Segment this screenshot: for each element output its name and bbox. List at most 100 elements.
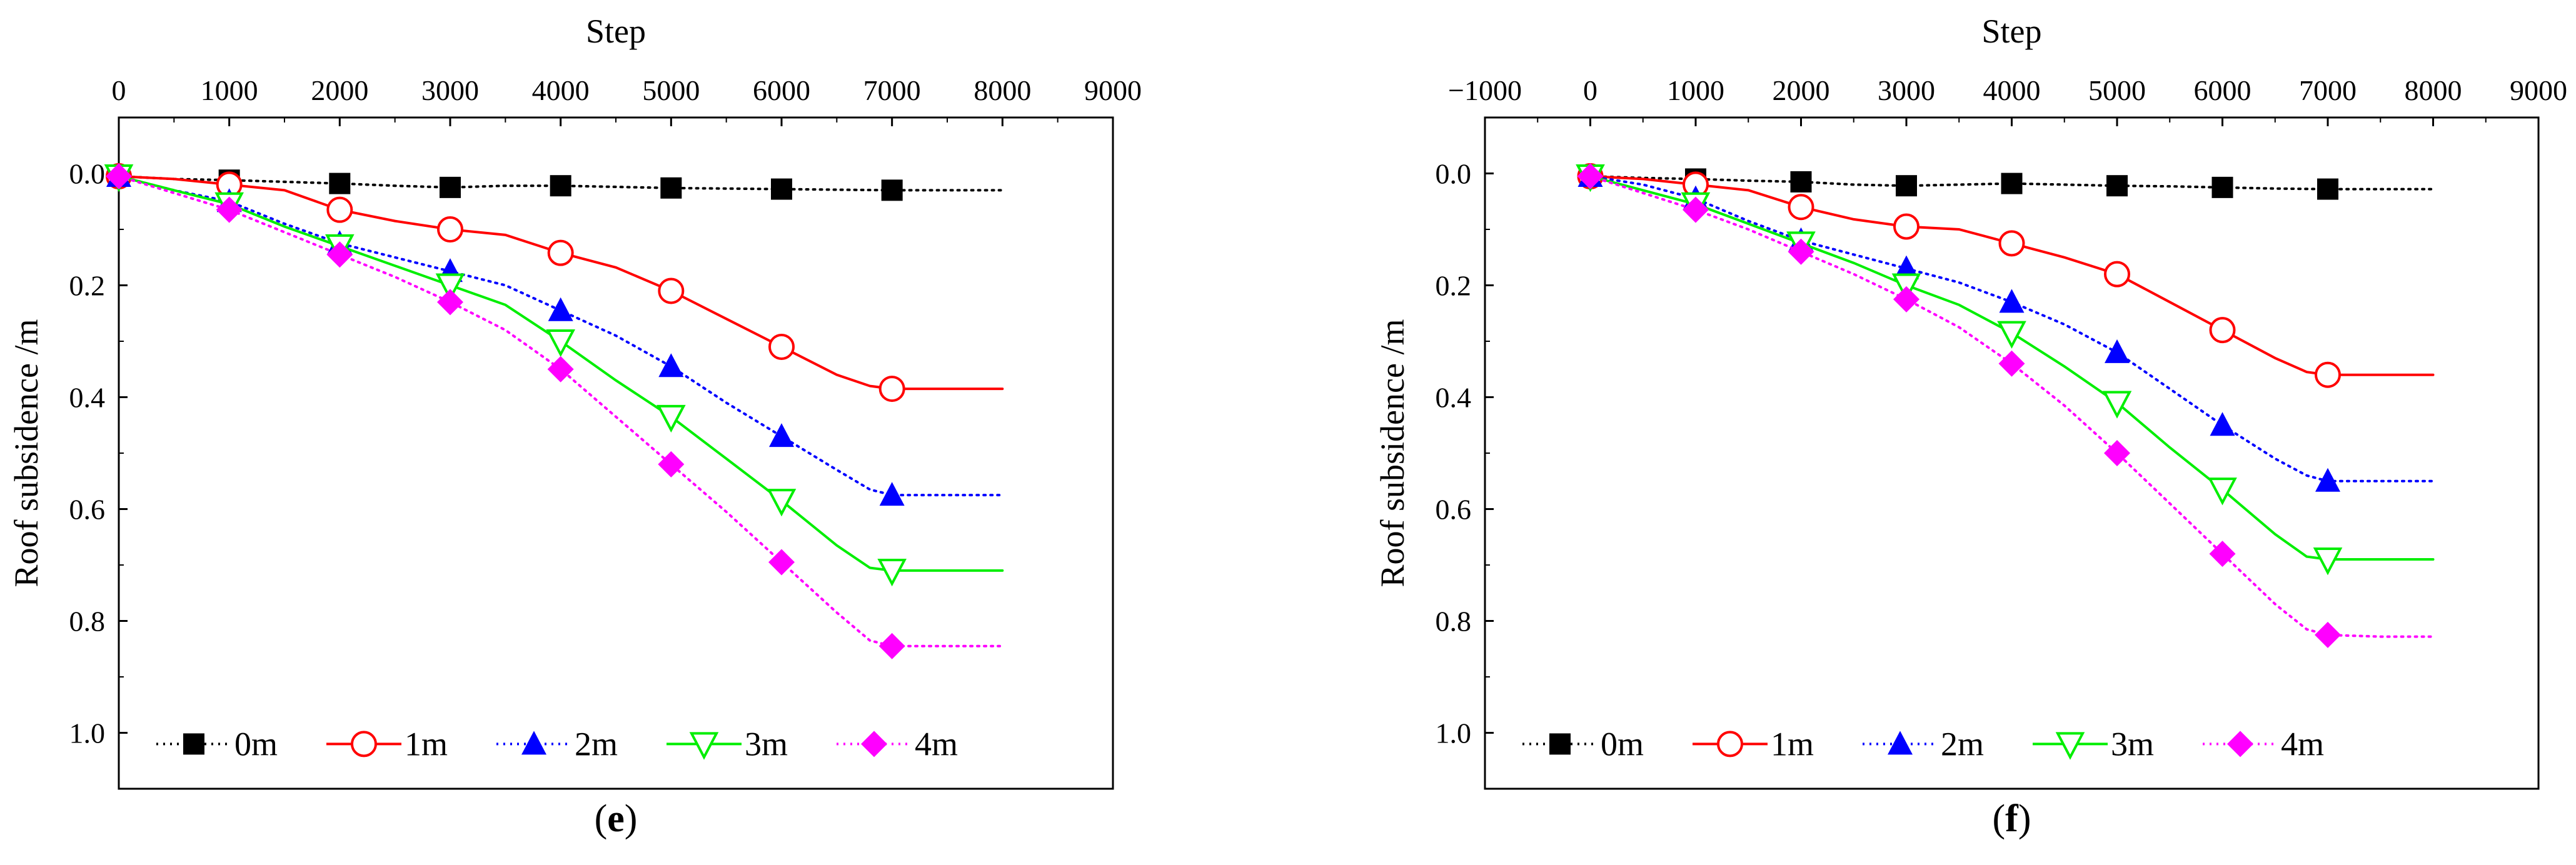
- data-point-0m: [2106, 175, 2128, 197]
- data-point-3m: [546, 329, 575, 358]
- x-axis-title: Step: [586, 12, 646, 50]
- data-point-4m: [106, 162, 132, 189]
- data-point-0m: [1790, 171, 1812, 192]
- data-point-0m: [1896, 175, 1917, 197]
- series-line-4m: [1589, 175, 2435, 638]
- y-tick-label: 1.0: [1436, 718, 1472, 749]
- data-point-2m: [1999, 289, 2025, 313]
- data-point-1m: [1893, 213, 1919, 240]
- data-point-1m: [768, 333, 795, 360]
- data-point-4m: [2104, 440, 2130, 466]
- data-point-4m: [1683, 196, 1709, 223]
- y-tick-label: 0.4: [1436, 382, 1472, 414]
- legend-marker: [2055, 732, 2085, 760]
- legend-label: 2m: [1941, 725, 1984, 762]
- chart-panel-f: Step −1000 0 1000 2000 3000 4000 5000 6000 7000 80…: [1374, 12, 2567, 840]
- legend: 0m 1m 2m 3m 4m: [156, 725, 958, 762]
- legend-marker: [351, 731, 377, 758]
- data-point-1m: [658, 278, 685, 304]
- series-line-1m: [118, 175, 1004, 391]
- data-point-2m: [658, 353, 684, 378]
- y-tick-label: 0.8: [1436, 606, 1472, 638]
- y-axis-title: Roof subsidence /m: [1374, 319, 1411, 588]
- data-point-3m: [877, 558, 907, 587]
- data-point-3m: [2313, 548, 2343, 576]
- legend-item-3m: 3m: [2033, 725, 2154, 762]
- legend-marker: [183, 733, 204, 755]
- x-tick-label: 2000: [311, 74, 368, 106]
- legend-label: 0m: [1601, 725, 1644, 762]
- data-point-1m: [2104, 261, 2130, 288]
- x-tick-label: 0: [1583, 74, 1597, 106]
- legend-item-0m: 0m: [1522, 725, 1644, 762]
- data-point-4m: [878, 632, 905, 659]
- series-4m: [1577, 162, 2435, 648]
- x-tick-label: 3000: [421, 74, 479, 106]
- data-point-1m: [1788, 194, 1814, 221]
- x-tick-label: 6000: [753, 74, 810, 106]
- data-point-2m: [548, 297, 573, 321]
- data-point-3m: [2208, 478, 2237, 506]
- y-tick-label: 0.0: [1436, 158, 1472, 190]
- legend-marker: [521, 731, 546, 755]
- data-point-1m: [2209, 317, 2236, 344]
- legend-item-0m: 0m: [156, 725, 278, 762]
- legend-item-3m: 3m: [667, 725, 788, 762]
- data-point-4m: [658, 451, 685, 478]
- legend-marker: [1549, 733, 1571, 755]
- x-tick-label: 9000: [2510, 74, 2567, 106]
- y-tick-label: 1.0: [69, 718, 106, 749]
- data-point-4m: [1893, 286, 1919, 312]
- y-tick-label: 0.2: [69, 270, 106, 302]
- legend-label: 1m: [1771, 725, 1814, 762]
- x-tick-label: 7000: [863, 74, 921, 106]
- y-tick-label: 0.6: [69, 494, 106, 526]
- series-4m: [106, 162, 1004, 659]
- legend-item-1m: 1m: [1693, 725, 1814, 762]
- legend-marker: [1717, 731, 1743, 758]
- plot-frame: [1484, 116, 2540, 790]
- data-point-4m: [326, 241, 353, 268]
- data-point-0m: [550, 175, 571, 197]
- series-1m: [1577, 162, 2435, 388]
- legend-item-4m: 4m: [837, 725, 958, 762]
- x-tick-label: 6000: [2194, 74, 2251, 106]
- x-tick-label: 2000: [1773, 74, 1830, 106]
- series-line-3m: [1589, 175, 2435, 561]
- x-tick-label: 7000: [2299, 74, 2357, 106]
- legend-marker: [861, 731, 887, 758]
- data-point-4m: [768, 549, 795, 576]
- x-tick-label: 4000: [1983, 74, 2041, 106]
- x-tick-label: 3000: [1878, 74, 1935, 106]
- data-point-3m: [435, 273, 465, 301]
- data-point-0m: [440, 176, 461, 198]
- legend-label: 3m: [745, 725, 788, 762]
- data-point-2m: [2210, 412, 2235, 436]
- legend-item-2m: 2m: [496, 725, 618, 762]
- y-tick-label: 0.4: [69, 382, 106, 414]
- data-point-3m: [767, 489, 797, 517]
- y-tick-label: 0.8: [69, 606, 106, 638]
- x-tick-label: 1000: [201, 74, 258, 106]
- y-tick-label: 0.6: [1436, 494, 1472, 526]
- legend-item-1m: 1m: [326, 725, 448, 762]
- legend: 0m 1m 2m 3m 4m: [1522, 725, 2324, 762]
- data-point-1m: [878, 376, 905, 402]
- chart-panel-e: Step 0 1000 2000 3000 4000 5000 6000 7000 8000 900…: [8, 12, 1142, 840]
- data-point-2m: [2105, 339, 2130, 363]
- x-tick-label: 8000: [2405, 74, 2462, 106]
- panel-label: (f): [1993, 798, 2031, 840]
- legend-label: 4m: [915, 725, 958, 762]
- data-point-4m: [1998, 350, 2025, 377]
- legend-label: 4m: [2281, 725, 2324, 762]
- data-point-0m: [660, 177, 682, 199]
- y-tick-label: 0.2: [1436, 270, 1472, 302]
- data-point-3m: [1997, 321, 2026, 349]
- x-tick-label: 0: [112, 74, 126, 106]
- data-point-4m: [437, 289, 463, 316]
- legend-item-4m: 4m: [2203, 725, 2324, 762]
- x-tick-label: −1000: [1448, 74, 1522, 106]
- data-point-4m: [2315, 621, 2341, 648]
- data-point-0m: [2001, 172, 2023, 194]
